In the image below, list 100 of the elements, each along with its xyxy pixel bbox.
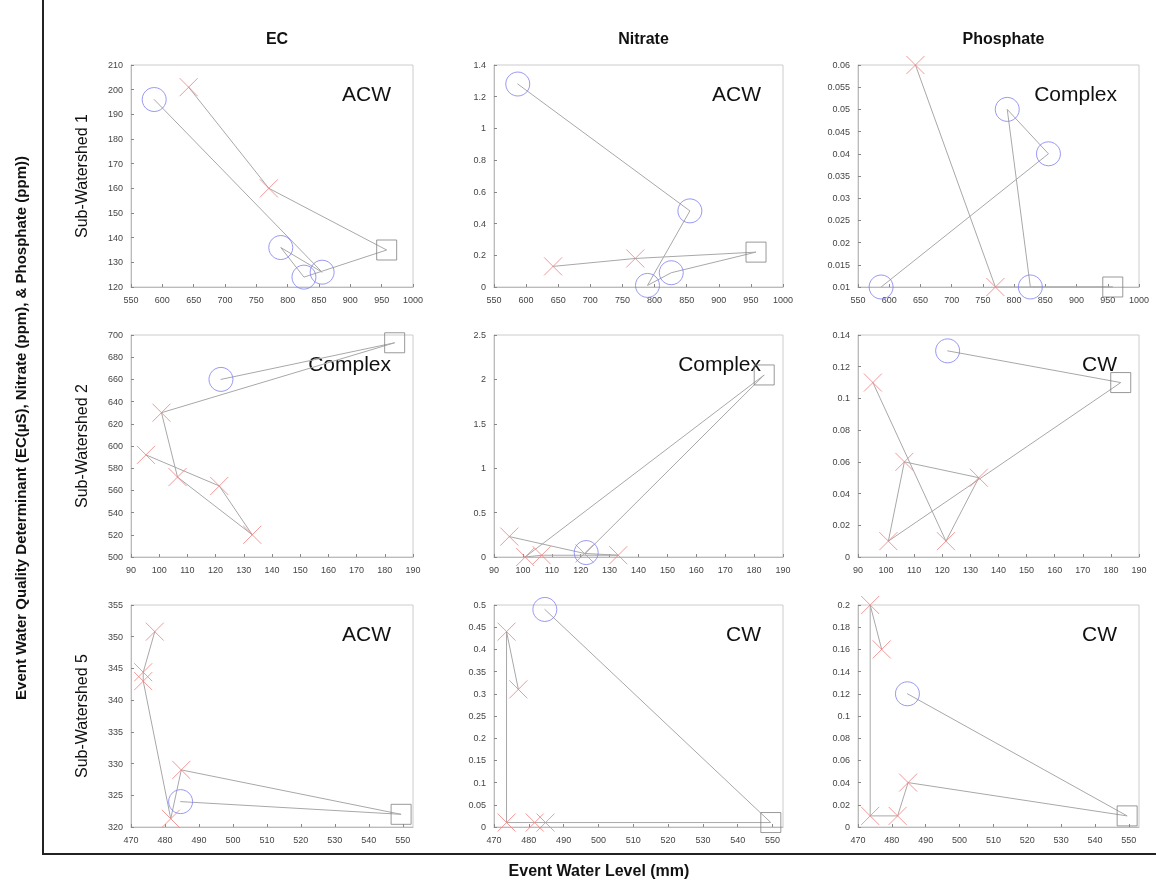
y-tick-label: 0.4: [473, 644, 486, 655]
point: [936, 531, 956, 551]
x-tick-label: 650: [186, 294, 202, 305]
point: [536, 813, 556, 833]
point: [376, 239, 398, 261]
y-tick-label: 640: [107, 396, 123, 407]
x-tick-label: 650: [550, 294, 566, 305]
y-tick-label: 335: [107, 726, 123, 737]
y-tick-label: 0.055: [827, 82, 850, 93]
x-tick-label: 150: [1019, 564, 1035, 575]
point: [141, 87, 167, 113]
point: [760, 812, 782, 834]
y-tick-label: 660: [107, 374, 123, 385]
x-tick-label: 650: [912, 294, 928, 305]
y-tick-label: 320: [107, 822, 123, 832]
x-tick-label: 550: [486, 294, 502, 305]
annotation: ACW: [342, 622, 392, 645]
point: [497, 622, 517, 642]
point: [505, 71, 531, 97]
x-tick-label: 750: [975, 294, 991, 305]
x-tick-label: 550: [123, 294, 139, 305]
point: [168, 467, 188, 487]
y-tick-label: 330: [107, 758, 123, 769]
point: [635, 272, 660, 298]
y-tick-label: 0.2: [837, 600, 850, 610]
y-tick-label: 700: [107, 330, 123, 340]
point: [208, 366, 234, 392]
point: [161, 809, 181, 829]
x-tick-label: 800: [1006, 294, 1022, 305]
x-tick-label: 900: [711, 294, 727, 305]
point: [242, 525, 262, 545]
x-tick-label: 90: [125, 564, 137, 575]
point: [390, 803, 412, 825]
y-tick-label: 500: [107, 552, 123, 562]
x-tick-label: 500: [952, 834, 968, 845]
x-tick-label: 950: [1100, 294, 1116, 305]
y-tick-label: 0.12: [832, 361, 850, 372]
y-tick-label: 0.18: [832, 622, 850, 633]
y-tick-label: 0.04: [832, 488, 850, 499]
point: [898, 773, 918, 793]
y-tick-label: 210: [107, 60, 123, 70]
point: [133, 671, 153, 691]
y-tick-label: 170: [107, 158, 123, 169]
point: [168, 789, 194, 815]
x-tick-label: 480: [521, 834, 537, 845]
x-tick-label: 750: [248, 294, 264, 305]
x-tick-label: 900: [342, 294, 358, 305]
y-tick-label: 0.06: [832, 60, 850, 70]
y-tick-label: 2.5: [473, 330, 486, 340]
x-tick-label: 850: [1037, 294, 1053, 305]
y-tick-label: 520: [107, 529, 123, 540]
y-tick-label: 0.2: [473, 733, 486, 744]
y-tick-label: 0.025: [827, 215, 850, 226]
point: [860, 595, 880, 615]
annotation: CW: [726, 622, 762, 645]
y-tick-label: 0.05: [832, 104, 850, 115]
y-tick-label: 340: [107, 695, 123, 706]
x-tick-label: 1000: [402, 294, 424, 305]
y-tick-label: 1.4: [473, 60, 486, 70]
point: [291, 264, 317, 290]
x-tick-label: 160: [688, 564, 704, 575]
y-tick-label: 0: [480, 282, 486, 292]
x-tick-label: 510: [259, 834, 275, 845]
x-tick-label: 700: [944, 294, 960, 305]
point: [969, 468, 989, 488]
x-tick-label: 120: [573, 564, 589, 575]
annotation: ACW: [712, 82, 762, 105]
x-tick-label: 750: [614, 294, 630, 305]
chart-title: EC: [265, 29, 289, 47]
y-tick-label: 540: [107, 507, 123, 518]
y-tick-label: 0.3: [473, 688, 486, 699]
point: [259, 178, 279, 198]
x-tick-label: 520: [293, 834, 309, 845]
y-axis-title: Sub-Watershed 2: [72, 383, 90, 508]
x-tick-label: 800: [647, 294, 663, 305]
point: [1116, 805, 1138, 827]
x-tick-label: 520: [660, 834, 676, 845]
point: [171, 760, 191, 780]
y-tick-label: 0: [480, 822, 486, 832]
point: [878, 531, 898, 551]
y-tick-label: 130: [107, 257, 123, 268]
y-tick-label: 200: [107, 84, 123, 95]
y-tick-label: 0.6: [473, 186, 486, 197]
x-tick-label: 470: [486, 834, 502, 845]
y-tick-label: 1: [480, 123, 486, 134]
y-tick-label: 0.01: [832, 282, 850, 292]
y-tick-label: 150: [107, 208, 123, 218]
y-tick-label: 0.08: [832, 425, 850, 436]
x-tick-label: 520: [1019, 834, 1035, 845]
point: [872, 639, 892, 659]
y-tick-label: 0: [844, 552, 850, 562]
point: [179, 77, 199, 97]
y-tick-label: 0.045: [827, 126, 850, 137]
y-tick-label: 0.12: [832, 688, 850, 699]
text: Event Water Level (mm): [507, 862, 691, 880]
y-tick-label: 0.035: [827, 171, 850, 181]
x-tick-label: 550: [850, 294, 866, 305]
point: [268, 235, 294, 261]
x-tick-label: 100: [151, 564, 167, 575]
x-tick-label: 490: [918, 834, 934, 845]
